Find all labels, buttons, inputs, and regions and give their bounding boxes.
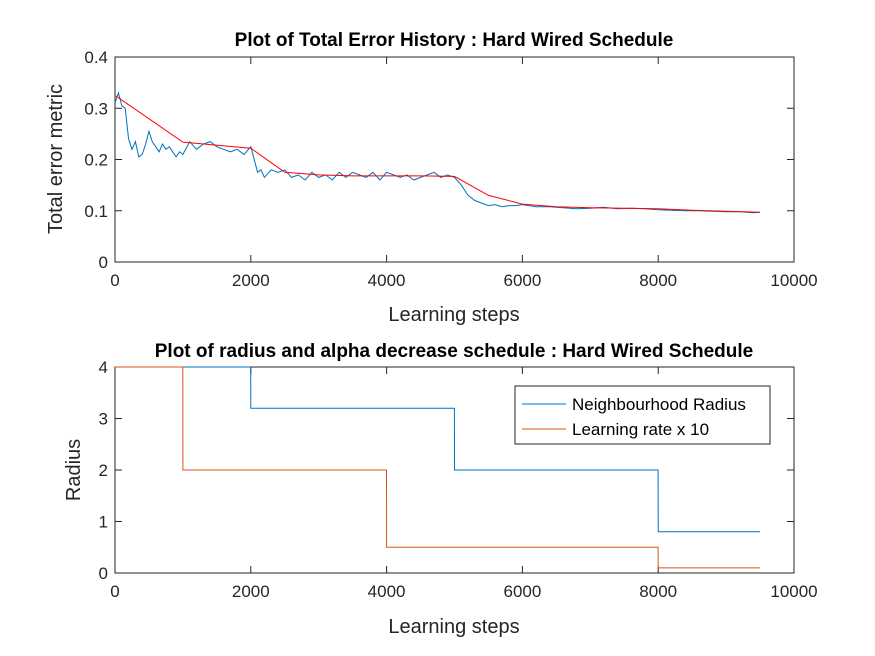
- plot-area: [114, 56, 795, 263]
- y-tick-label: 0.1: [84, 202, 108, 221]
- y-tick-label: 0.3: [84, 99, 108, 118]
- series-line-series-2: [114, 94, 761, 213]
- y-tick-label: 4: [99, 358, 108, 377]
- y-tick-label: 0: [99, 564, 108, 583]
- x-tick-label: 6000: [503, 582, 541, 601]
- y-tick-label: 3: [99, 410, 108, 429]
- axis-ticks: 0 2000 4000 6000 8000 10000 0 1 2 3 4: [99, 358, 818, 601]
- series-line-series-1: [114, 91, 761, 214]
- x-tick-label: 0: [110, 271, 119, 290]
- error-history-chart: Plot of Total Error History : Hard Wired…: [45, 30, 818, 326]
- x-tick-label: 8000: [639, 582, 677, 601]
- x-axis-label: Learning steps: [388, 616, 519, 638]
- legend-box: [514, 385, 771, 445]
- y-tick-label: 0.4: [84, 48, 108, 67]
- y-axis-label: Radius: [63, 439, 85, 501]
- x-axis-label: Learning steps: [388, 304, 519, 326]
- series-group: [114, 91, 761, 214]
- chart-title: Plot of radius and alpha decrease schedu…: [155, 341, 754, 362]
- legend-label-neighbourhood-radius: Neighbourhood Radius: [572, 395, 746, 414]
- x-tick-label: 10000: [770, 271, 817, 290]
- legend: Neighbourhood Radius Learning rate x 10: [514, 385, 771, 445]
- legend-label-learning-rate: Learning rate x 10: [572, 420, 709, 439]
- y-axis-label: Total error metric: [45, 84, 67, 234]
- series-line-neighbourhood-radius: [115, 366, 760, 533]
- x-tick-label: 6000: [503, 271, 541, 290]
- y-tick-label: 0: [99, 253, 108, 272]
- x-tick-label: 2000: [232, 271, 270, 290]
- schedule-chart: Plot of radius and alpha decrease schedu…: [63, 341, 818, 638]
- y-tick-label: 2: [99, 461, 108, 480]
- x-tick-label: 10000: [770, 582, 817, 601]
- x-tick-label: 4000: [368, 582, 406, 601]
- chart-title: Plot of Total Error History : Hard Wired…: [235, 30, 674, 51]
- x-tick-label: 8000: [639, 271, 677, 290]
- x-tick-label: 0: [110, 582, 119, 601]
- y-tick-label: 0.2: [84, 151, 108, 170]
- series-group: [115, 366, 760, 569]
- y-tick-label: 1: [99, 513, 108, 532]
- axis-ticks: 0 2000 4000 6000 8000 10000 0 0.1 0.2 0.3 0.4: [84, 48, 817, 290]
- x-tick-label: 2000: [232, 582, 270, 601]
- series-line-learning-rate-x-10: [115, 366, 760, 569]
- x-tick-label: 4000: [368, 271, 406, 290]
